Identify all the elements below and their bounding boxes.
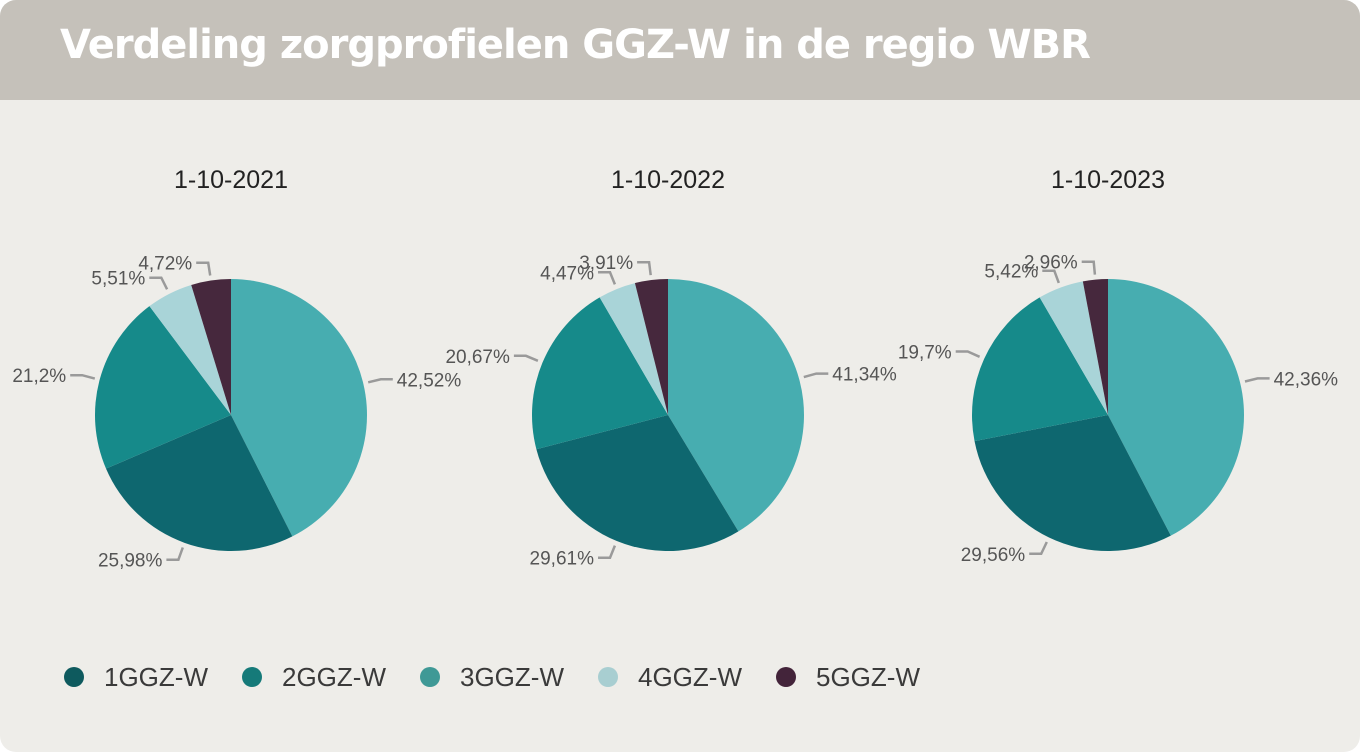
legend-label: 4GGZ-W xyxy=(638,661,742,692)
legend-label: 5GGZ-W xyxy=(816,661,920,692)
pie-chart-1: 1-10-2021 42,52% 25,98% 21,2% 5,51%4,72% xyxy=(12,166,461,572)
pie-slice-5ggz-w xyxy=(1082,279,1108,415)
legend-item-4ggz-w: 4GGZ-W xyxy=(598,662,742,693)
pie-chart-3: 1-10-2023 42,36% 29,56% 19,7% 5,42%2,96% xyxy=(898,166,1338,566)
data-label: 5,51% xyxy=(91,269,145,290)
data-label: 2,96% xyxy=(1024,253,1078,274)
pie-slice-2ggz-w xyxy=(94,306,231,469)
data-label: 3,91% xyxy=(579,253,633,274)
legend-item-2ggz-w: 2GGZ-W xyxy=(242,662,386,693)
label-leader-line xyxy=(166,547,184,561)
data-label: 5,42% xyxy=(984,262,1038,283)
data-label: 20,67% xyxy=(445,347,510,368)
page-title: Verdeling zorgprofielen GGZ-W in de regi… xyxy=(60,22,1091,68)
pie-slice-1ggz-w xyxy=(974,415,1171,552)
data-label: 29,61% xyxy=(530,549,595,570)
pie-slice-3ggz-w xyxy=(1108,279,1245,536)
pie-charts: 1-10-202142,52%25,98%21,2%5,51%4,72%1-10… xyxy=(12,166,1338,572)
label-leader-line xyxy=(598,271,617,285)
pie-slice-4ggz-w xyxy=(1039,281,1108,415)
pie-slice-3ggz-w xyxy=(231,279,367,537)
data-label: 21,2% xyxy=(12,366,66,387)
legend-swatch xyxy=(64,667,84,687)
label-leader-line xyxy=(1029,541,1048,556)
data-label: 42,52% xyxy=(397,370,462,391)
legend-item-3ggz-w: 3GGZ-W xyxy=(420,662,564,693)
legend-label: 3GGZ-W xyxy=(460,661,564,692)
pie-slice-2ggz-w xyxy=(971,297,1108,442)
label-leader-line xyxy=(513,354,539,362)
legend-swatch xyxy=(598,667,618,687)
label-leader-line xyxy=(367,378,393,384)
legend-swatch xyxy=(242,667,262,687)
pie-slice-4ggz-w xyxy=(599,283,668,415)
pie-slice-4ggz-w xyxy=(149,284,231,415)
label-leader-line xyxy=(196,261,212,276)
pie-slice-3ggz-w xyxy=(668,279,804,532)
label-leader-line xyxy=(637,260,652,276)
data-label: 4,72% xyxy=(138,254,192,275)
label-leader-line xyxy=(1081,260,1097,275)
chart-title: 1-10-2021 xyxy=(174,166,288,194)
pie-slice-1ggz-w xyxy=(536,415,739,551)
pie-slice-1ggz-w xyxy=(106,415,293,552)
legend-label: 1GGZ-W xyxy=(104,661,208,692)
label-leader-line xyxy=(149,276,169,290)
label-leader-line xyxy=(598,545,617,559)
data-label: 25,98% xyxy=(98,551,163,572)
legend-item-1ggz-w: 1GGZ-W xyxy=(64,662,208,693)
label-leader-line xyxy=(70,373,96,380)
pie-chart-2: 1-10-2022 41,34% 29,61% 20,67% 4,47%3,91% xyxy=(445,166,896,570)
data-label: 19,7% xyxy=(898,343,952,364)
legend-label: 2GGZ-W xyxy=(282,661,386,692)
data-label: 4,47% xyxy=(540,263,594,284)
label-leader-line xyxy=(1042,269,1060,284)
pie-slice-5ggz-w xyxy=(634,279,668,415)
legend-item-5ggz-w: 5GGZ-W xyxy=(776,662,920,693)
label-leader-line xyxy=(803,372,829,379)
header-bar: Verdeling zorgprofielen GGZ-W in de regi… xyxy=(0,0,1360,100)
legend-swatch xyxy=(776,667,796,687)
data-label: 42,36% xyxy=(1274,369,1339,390)
label-leader-line xyxy=(955,350,981,358)
pie-slice-2ggz-w xyxy=(531,297,668,450)
legend-swatch xyxy=(420,667,440,687)
chart-title: 1-10-2023 xyxy=(1051,166,1165,194)
data-label: 29,56% xyxy=(961,545,1026,566)
chart-legend: 1GGZ-W 2GGZ-W 3GGZ-W 4GGZ-W 5GGZ-W xyxy=(64,660,954,694)
pie-slice-5ggz-w xyxy=(191,279,231,415)
label-leader-line xyxy=(1244,377,1270,383)
chart-title: 1-10-2022 xyxy=(611,166,725,194)
data-label: 41,34% xyxy=(832,365,897,386)
